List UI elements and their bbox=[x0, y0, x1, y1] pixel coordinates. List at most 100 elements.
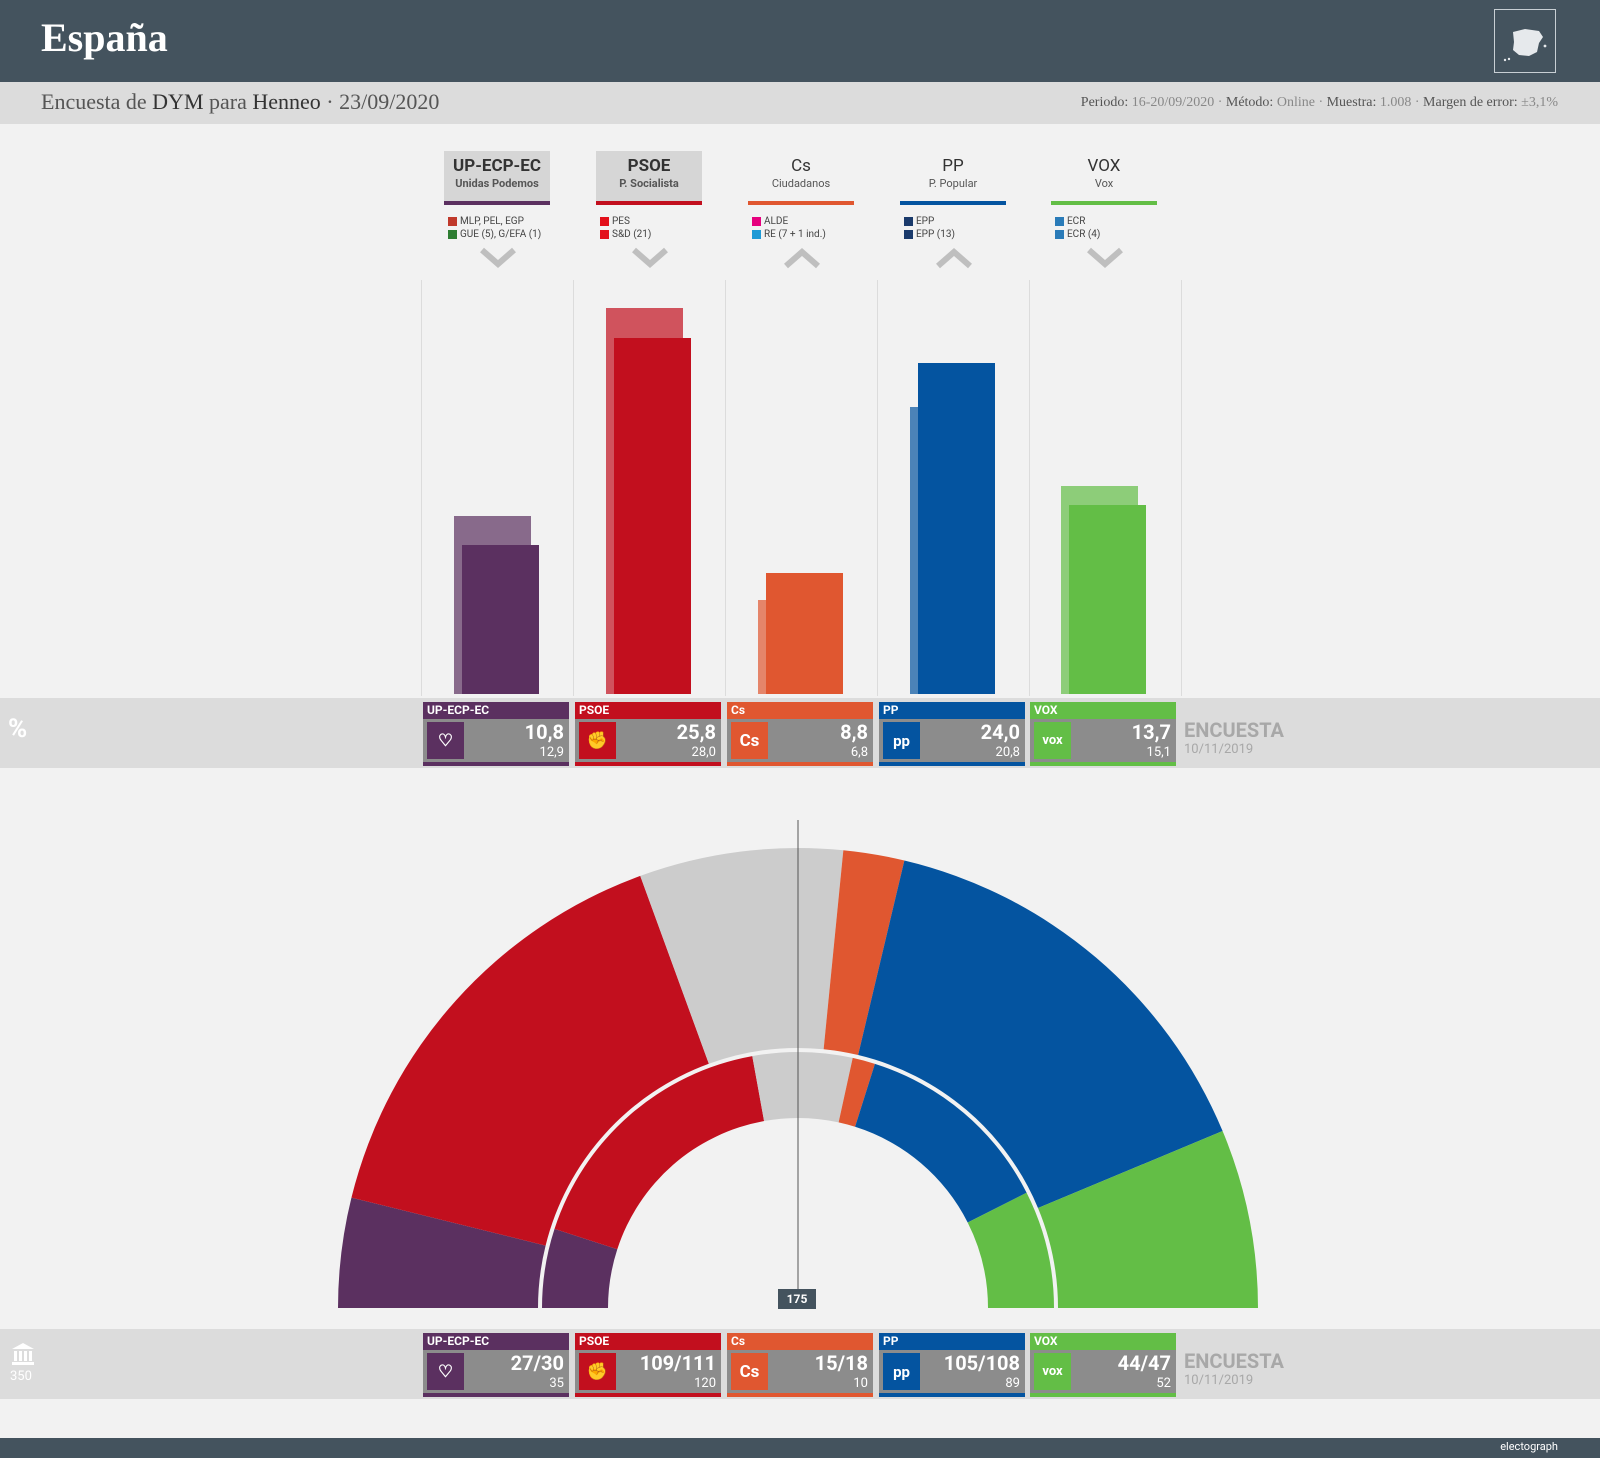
eu-group-row: ALDE bbox=[752, 215, 854, 228]
party-name: Cs bbox=[791, 156, 811, 176]
chevron-up-icon bbox=[783, 247, 821, 273]
eu-color-swatch bbox=[904, 230, 913, 239]
outer-undecided-arc bbox=[640, 848, 844, 1064]
party-tag: Cs bbox=[727, 1333, 873, 1350]
poll-metadata: Periodo: 16-20/09/2020 · Método: Online … bbox=[1080, 95, 1558, 110]
bar-current-vox bbox=[1069, 505, 1146, 694]
party-name: PSOE bbox=[627, 156, 671, 176]
seats-previous: 89 bbox=[1005, 1376, 1020, 1391]
column-divider bbox=[877, 280, 878, 696]
eu-color-swatch bbox=[600, 230, 609, 239]
seats-value: 44/47 bbox=[1117, 1351, 1171, 1375]
seats-cell-up: UP-ECP-EC ♡ 27/30 35 bbox=[423, 1333, 569, 1397]
eu-group-row: PES bbox=[600, 215, 702, 228]
eu-group-row: EPP (13) bbox=[904, 228, 1006, 241]
party-name: UP-ECP-EC bbox=[453, 156, 541, 176]
eu-group-label: PES bbox=[612, 216, 630, 227]
eu-color-swatch bbox=[904, 217, 913, 226]
party-name: VOX bbox=[1087, 156, 1121, 176]
party-header-pp: PP P. Popular EPP EPP (13) bbox=[900, 151, 1006, 241]
pct-value: 25,8 bbox=[676, 720, 716, 744]
majority-badge: 175 bbox=[778, 1289, 816, 1309]
seats-value: 15/18 bbox=[814, 1351, 868, 1375]
party-color-line bbox=[900, 201, 1006, 205]
pct-previous: 15,1 bbox=[1146, 745, 1171, 760]
party-name: PP bbox=[942, 156, 964, 176]
seats-cell-cs: Cs Cs 15/18 10 bbox=[727, 1333, 873, 1397]
party-full-name: P. Socialista bbox=[619, 177, 679, 190]
eu-color-swatch bbox=[448, 217, 457, 226]
seats-row: 350 ENCUESTA 10/11/2019 UP-ECP-EC ♡ 27/30 3… bbox=[0, 1329, 1600, 1399]
pct-previous: 12,9 bbox=[539, 745, 564, 760]
total-seats: 350 bbox=[10, 1369, 32, 1384]
party-full-name: Unidas Podemos bbox=[455, 177, 539, 190]
top-bar: España bbox=[0, 0, 1600, 82]
eu-group-label: GUE (5), G/EFA (1) bbox=[460, 229, 542, 240]
encuesta-date: 10/11/2019 bbox=[1184, 1373, 1254, 1388]
brand-logo[interactable]: electograph bbox=[1500, 1440, 1558, 1453]
party-tag: PSOE bbox=[575, 702, 721, 719]
inner-arc-pp bbox=[855, 1063, 1027, 1223]
pct-previous: 20,8 bbox=[995, 745, 1020, 760]
outer-arc-pp bbox=[858, 860, 1223, 1208]
inner-undecided-arc bbox=[752, 1052, 853, 1123]
eu-group-row: GUE (5), G/EFA (1) bbox=[448, 228, 550, 241]
bar-current-cs bbox=[766, 572, 843, 694]
seats-value: 105/108 bbox=[943, 1351, 1020, 1375]
chevron-up-icon bbox=[935, 247, 973, 273]
column-divider bbox=[1181, 280, 1182, 696]
bar-current-up bbox=[462, 545, 539, 694]
party-color-line bbox=[1051, 201, 1157, 205]
party-full-name: Ciudadanos bbox=[771, 177, 831, 190]
inner-arc-psoe bbox=[554, 1056, 765, 1250]
spain-map-icon bbox=[1494, 9, 1556, 73]
poll-date: 23/09/2020 bbox=[339, 89, 440, 114]
eu-groups: ECR ECR (4) bbox=[1051, 215, 1157, 241]
eu-group-row: MLP, PEL, EGP bbox=[448, 215, 550, 228]
party-logo-icon: pp bbox=[883, 722, 920, 759]
party-logo-icon: ✊ bbox=[579, 722, 616, 759]
pct-cell-cs: Cs Cs 8,8 6,8 bbox=[727, 702, 873, 766]
pct-previous: 6,8 bbox=[850, 745, 868, 760]
chevron-down-icon bbox=[631, 247, 669, 273]
party-logo-icon: vox bbox=[1034, 1353, 1071, 1390]
party-tag: UP-ECP-EC bbox=[423, 702, 569, 719]
poll-subtitle: Encuesta de DYM para Henneo · 23/09/2020 bbox=[41, 89, 440, 114]
party-tag: VOX bbox=[1030, 702, 1176, 719]
seats-cell-vox: VOX vox 44/47 52 bbox=[1030, 1333, 1176, 1397]
eu-group-label: ALDE bbox=[764, 216, 789, 227]
pollster: DYM bbox=[152, 89, 204, 114]
inner-arc-cs bbox=[838, 1057, 875, 1127]
party-full-name: P. Popular bbox=[928, 177, 978, 190]
pct-cell-psoe: PSOE ✊ 25,8 28,0 bbox=[575, 702, 721, 766]
seats-cell-psoe: PSOE ✊ 109/111 120 bbox=[575, 1333, 721, 1397]
eu-group-row: S&D (21) bbox=[600, 228, 702, 241]
eu-color-swatch bbox=[752, 230, 761, 239]
eu-group-row: RE (7 + 1 ind.) bbox=[752, 228, 854, 241]
eu-groups: ALDE RE (7 + 1 ind.) bbox=[748, 215, 854, 241]
party-logo-icon: Cs bbox=[731, 722, 768, 759]
eu-group-label: EPP bbox=[916, 216, 935, 227]
pct-value: 10,8 bbox=[524, 720, 564, 744]
pct-cell-vox: VOX vox 13,7 15,1 bbox=[1030, 702, 1176, 766]
pct-previous: 28,0 bbox=[691, 745, 716, 760]
party-tag: Cs bbox=[727, 702, 873, 719]
percent-row: % ENCUESTA 10/11/2019 UP-ECP-EC ♡ 10,8 12,9… bbox=[0, 698, 1600, 768]
sub-bar: Encuesta de DYM para Henneo · 23/09/2020… bbox=[0, 82, 1600, 124]
eu-color-swatch bbox=[752, 217, 761, 226]
party-logo-icon: ♡ bbox=[427, 1353, 464, 1390]
pct-cell-pp: PP pp 24,0 20,8 bbox=[879, 702, 1025, 766]
party-tag: PP bbox=[879, 702, 1025, 719]
party-logo-icon: ✊ bbox=[579, 1353, 616, 1390]
party-tag: UP-ECP-EC bbox=[423, 1333, 569, 1350]
party-tag: PP bbox=[879, 1333, 1025, 1350]
outer-arc-vox bbox=[1037, 1131, 1258, 1308]
eu-groups: EPP EPP (13) bbox=[900, 215, 1006, 241]
eu-group-label: MLP, PEL, EGP bbox=[460, 216, 524, 227]
pct-value: 24,0 bbox=[980, 720, 1020, 744]
bar-current-psoe bbox=[614, 338, 691, 694]
eu-group-label: ECR (4) bbox=[1067, 229, 1101, 240]
seats-value: 109/111 bbox=[639, 1351, 716, 1375]
parliament-icon bbox=[10, 1341, 36, 1371]
eu-color-swatch bbox=[1055, 217, 1064, 226]
